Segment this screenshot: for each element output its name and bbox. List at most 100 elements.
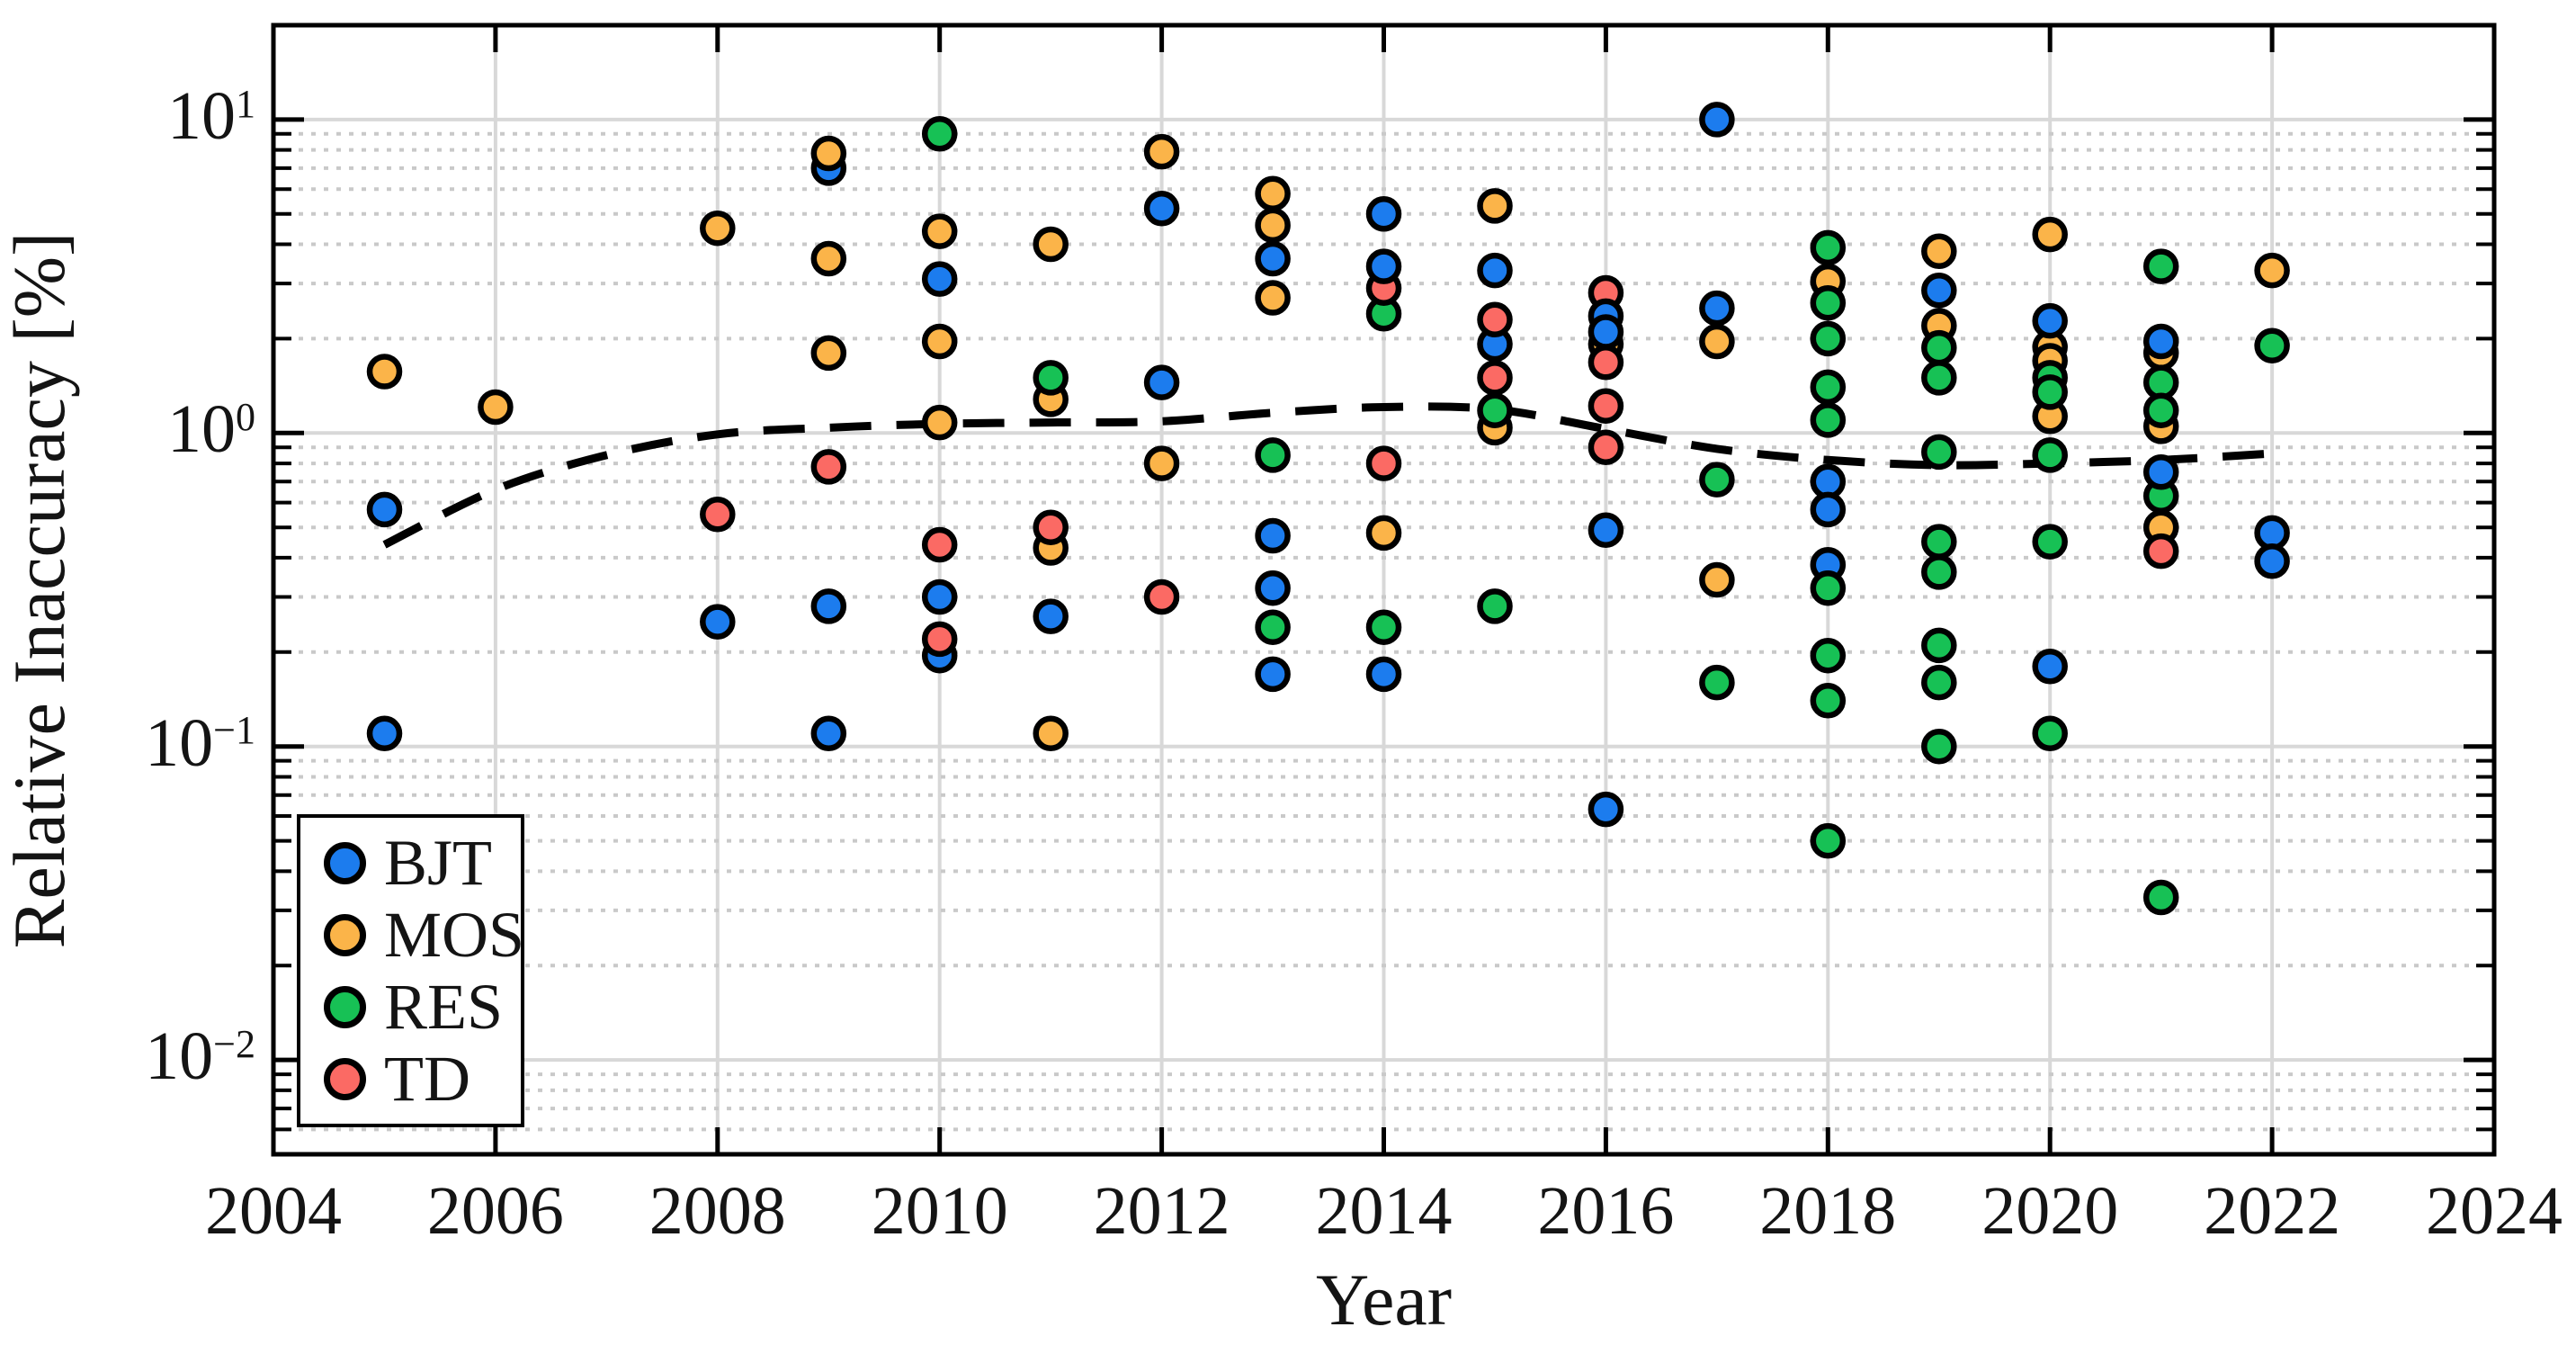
point-td (921, 621, 958, 658)
point-res (1810, 822, 1847, 859)
point-mos (2032, 216, 2068, 253)
point-res (1477, 392, 1513, 428)
y-axis-title: Relative Inaccuracy [%] (0, 231, 80, 948)
point-bjt (1699, 102, 1735, 138)
point-mos (1033, 715, 1069, 752)
point-mos (2254, 252, 2290, 289)
legend-item-label: BJT (384, 827, 493, 899)
point-bjt (1365, 196, 1402, 232)
point-res (2142, 879, 2179, 916)
point-res (1810, 229, 1847, 266)
point-bjt (366, 491, 403, 528)
point-res (2032, 374, 2068, 410)
y-tick-label: 100 (166, 391, 255, 468)
x-tick-label: 2024 (2426, 1173, 2563, 1249)
point-res (1810, 369, 1847, 406)
point-res (1921, 329, 1957, 366)
point-mos (700, 210, 736, 247)
point-mos (921, 323, 958, 360)
point-td (1477, 360, 1513, 396)
point-mos (1033, 226, 1069, 263)
point-mos (921, 404, 958, 441)
point-bjt (366, 715, 403, 752)
point-bjt (1143, 364, 1180, 400)
point-mos (1143, 133, 1180, 170)
y-tick-label: 10−2 (145, 1018, 255, 1095)
x-tick-label: 2010 (871, 1173, 1008, 1249)
point-td (1365, 445, 1402, 481)
point-bjt (1255, 656, 1291, 693)
point-td (810, 449, 847, 485)
point-mos (810, 240, 847, 277)
point-bjt (1699, 290, 1735, 327)
point-td (1033, 509, 1069, 545)
point-bjt (2032, 649, 2068, 685)
point-res (1921, 728, 1957, 765)
point-bjt (1255, 240, 1291, 277)
x-tick-label: 2008 (648, 1173, 786, 1249)
point-mos (1477, 188, 1513, 224)
point-res (1921, 627, 1957, 664)
point-bjt (921, 261, 958, 297)
point-bjt (2254, 515, 2290, 551)
point-res (2032, 437, 2068, 473)
point-bjt (810, 588, 847, 624)
y-tick-label: 10−1 (145, 704, 255, 781)
point-res (1810, 284, 1847, 321)
point-mos (921, 213, 958, 249)
td-marker-icon (324, 1057, 366, 1100)
point-bjt (921, 578, 958, 615)
x-axis-title: Year (1315, 1259, 1453, 1341)
point-res (1699, 664, 1735, 701)
x-tick-label: 2014 (1315, 1173, 1453, 1249)
point-bjt (1588, 314, 1624, 350)
point-mos (366, 354, 403, 390)
point-bjt (700, 604, 736, 640)
x-tick-label: 2016 (1537, 1173, 1675, 1249)
point-res (1810, 320, 1847, 357)
point-res (1921, 434, 1957, 471)
point-res (1921, 360, 1957, 396)
bjt-marker-icon (324, 841, 366, 884)
legend-item-label: TD (384, 1043, 470, 1115)
point-res (1477, 588, 1513, 624)
point-bjt (2254, 543, 2290, 579)
point-bjt (1365, 656, 1402, 693)
y-tick-label: 101 (166, 77, 255, 154)
point-td (2142, 533, 2179, 569)
legend-item-res: RES (324, 974, 521, 1039)
point-mos (1699, 323, 1735, 360)
mos-marker-icon (324, 913, 366, 956)
point-res (1810, 683, 1847, 719)
point-bjt (2142, 323, 2179, 360)
point-td (921, 526, 958, 563)
x-tick-label: 2012 (1093, 1173, 1230, 1249)
x-tick-label: 2022 (2204, 1173, 2341, 1249)
point-res (2032, 524, 2068, 560)
point-bjt (1143, 191, 1180, 227)
legend-item-bjt: BJT (324, 830, 521, 895)
point-mos (1699, 561, 1735, 598)
point-td (1588, 429, 1624, 465)
point-bjt (1255, 569, 1291, 606)
x-tick-label: 2018 (1759, 1173, 1897, 1249)
legend: BJT MOS RES TD (297, 814, 524, 1127)
point-td (700, 497, 736, 533)
point-bjt (1255, 517, 1291, 554)
point-td (1143, 578, 1180, 615)
point-bjt (1477, 252, 1513, 289)
point-bjt (2142, 454, 2179, 490)
point-td (1588, 345, 1624, 381)
point-bjt (2032, 302, 2068, 339)
point-res (2032, 715, 2068, 752)
res-marker-icon (324, 985, 366, 1028)
point-mos (478, 389, 514, 426)
point-res (1921, 554, 1957, 590)
point-mos (1143, 445, 1180, 481)
point-bjt (1921, 273, 1957, 309)
point-res (1810, 637, 1847, 674)
point-res (1699, 462, 1735, 498)
point-mos (1255, 175, 1291, 212)
legend-item-td: TD (324, 1046, 521, 1111)
